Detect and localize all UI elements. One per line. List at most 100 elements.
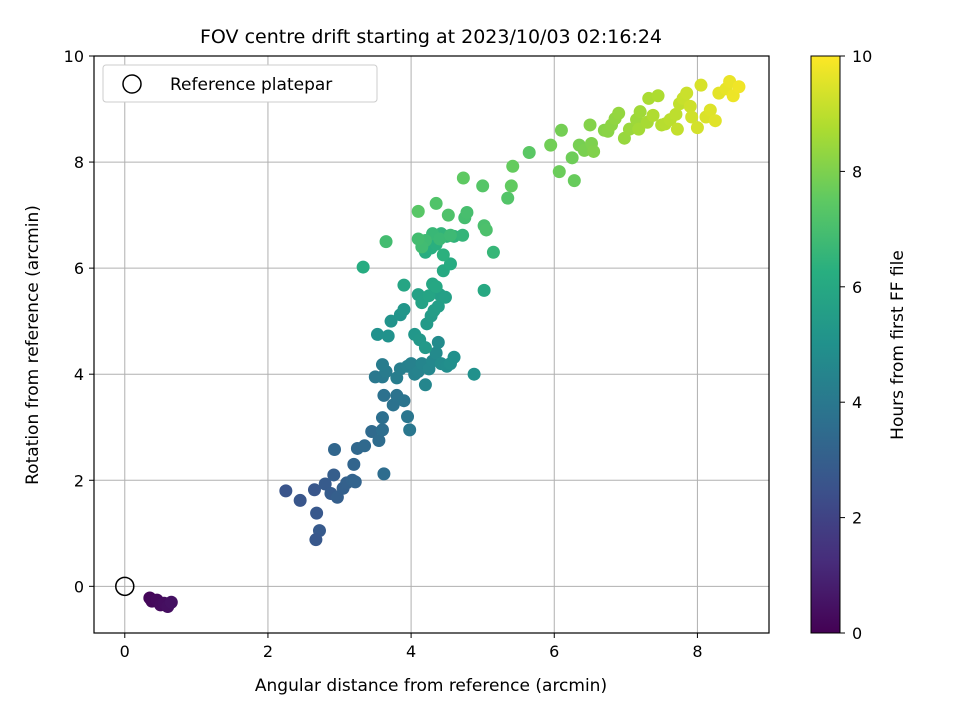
colorbar-tick-label: 8 — [852, 162, 862, 181]
data-point — [429, 196, 443, 210]
data-point — [552, 165, 566, 179]
data-point — [433, 232, 447, 246]
data-point — [587, 144, 601, 158]
data-point — [554, 123, 568, 137]
data-point — [477, 283, 491, 297]
data-point — [443, 228, 457, 242]
data-point — [327, 468, 341, 482]
data-point — [370, 327, 384, 341]
colorbar-tick-label: 4 — [852, 393, 862, 412]
colorbar-tick-label: 6 — [852, 278, 862, 297]
data-point — [476, 179, 490, 193]
y-axis-ticks: 0 2 4 6 8 10 — [64, 47, 94, 596]
data-point — [506, 159, 520, 173]
data-point — [418, 341, 432, 355]
data-point — [358, 439, 372, 453]
scatter-points — [143, 74, 746, 613]
data-point — [293, 493, 307, 507]
data-point — [348, 475, 362, 489]
y-tick-label: 10 — [64, 47, 84, 66]
colorbar-tick-label: 2 — [852, 509, 862, 528]
data-point — [347, 457, 361, 471]
data-point — [651, 89, 665, 103]
data-point — [318, 477, 332, 491]
colorbar-label: Hours from first FF file — [888, 250, 908, 440]
data-point — [401, 410, 415, 424]
legend: Reference platepar — [102, 64, 378, 103]
data-point — [375, 358, 389, 372]
x-tick-label: 2 — [263, 642, 273, 661]
data-point — [680, 86, 694, 100]
data-point — [544, 138, 558, 152]
data-point — [397, 302, 411, 316]
data-point — [567, 174, 581, 188]
data-point — [703, 103, 717, 117]
data-point — [633, 105, 647, 119]
data-point — [164, 595, 178, 609]
data-point — [456, 228, 470, 242]
data-point — [486, 245, 500, 259]
legend-reference-marker — [122, 74, 142, 94]
data-point — [622, 122, 636, 136]
data-point — [429, 346, 443, 360]
data-point — [411, 232, 425, 246]
x-axis-ticks: 0 2 4 6 8 — [120, 633, 703, 661]
y-tick-label: 6 — [74, 259, 84, 278]
x-tick-label: 4 — [406, 642, 416, 661]
grid-lines — [94, 55, 769, 633]
data-point — [612, 106, 626, 120]
data-point — [365, 424, 379, 438]
data-point — [431, 299, 445, 313]
data-point — [356, 260, 370, 274]
data-point — [397, 278, 411, 292]
data-point — [690, 121, 704, 135]
chart-title: FOV centre drift starting at 2023/10/03 … — [200, 26, 662, 48]
data-point — [436, 248, 450, 262]
data-point — [565, 151, 579, 165]
colorbar-tick-label: 10 — [852, 47, 872, 66]
data-point — [447, 350, 461, 364]
data-point — [460, 205, 474, 219]
colorbar-tick-label: 0 — [852, 624, 862, 643]
y-tick-label: 0 — [74, 577, 84, 596]
data-point — [522, 146, 536, 160]
y-tick-label: 4 — [74, 365, 84, 384]
x-tick-label: 6 — [549, 642, 559, 661]
data-point — [377, 467, 391, 481]
data-point — [683, 99, 697, 113]
data-point — [504, 179, 518, 193]
data-point — [456, 171, 470, 185]
colorbar: 0 2 4 6 8 10 Hours from first FF file — [810, 47, 908, 643]
data-point — [384, 314, 398, 328]
data-point — [670, 122, 684, 136]
data-point — [708, 114, 722, 128]
data-point — [646, 108, 660, 122]
colorbar-gradient — [810, 55, 841, 634]
reference-marker — [115, 576, 135, 597]
data-point — [501, 191, 515, 205]
data-point — [732, 80, 746, 94]
data-point — [429, 280, 443, 294]
data-point — [479, 223, 493, 237]
data-point — [694, 78, 708, 92]
data-point — [328, 443, 342, 457]
data-point — [403, 423, 417, 437]
data-point — [431, 335, 445, 349]
x-tick-label: 8 — [692, 642, 702, 661]
colorbar-ticks: 0 2 4 6 8 10 — [840, 47, 872, 643]
data-point — [372, 433, 386, 447]
data-point — [422, 289, 436, 303]
data-point — [443, 257, 457, 271]
data-point — [310, 506, 324, 520]
data-point — [377, 388, 391, 402]
data-point — [669, 107, 683, 121]
data-point — [309, 533, 323, 547]
data-point — [381, 329, 395, 343]
y-axis-label: Rotation from reference (arcmin) — [23, 205, 43, 485]
legend-entry-reference: Reference platepar — [170, 75, 332, 95]
data-point — [307, 483, 321, 497]
data-point — [397, 394, 411, 408]
data-point — [418, 378, 432, 392]
x-axis-label: Angular distance from reference (arcmin) — [255, 676, 607, 696]
